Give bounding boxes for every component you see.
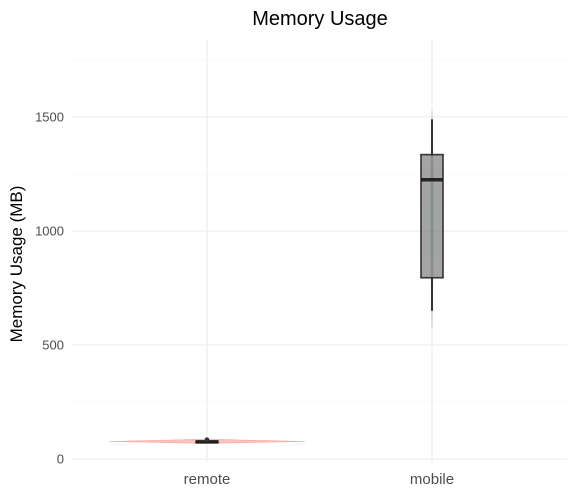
- boxplot-layer: [195, 119, 444, 444]
- grid-lines: [72, 40, 567, 462]
- y-tick-label: 1000: [35, 224, 64, 239]
- violin-layer: [108, 110, 434, 444]
- chart-title: Memory Usage: [252, 8, 388, 30]
- y-axis-title: Memory Usage (MB): [7, 186, 26, 343]
- x-axis-ticks: remote mobile: [184, 471, 454, 488]
- x-tick-label: mobile: [410, 471, 454, 488]
- box-mobile: [420, 153, 444, 279]
- y-axis-ticks: 0 500 1000 1500: [35, 110, 64, 467]
- y-tick-label: 0: [57, 452, 64, 467]
- outlier-point-remote: [204, 437, 210, 442]
- x-tick-label: remote: [184, 471, 231, 488]
- y-tick-label: 500: [42, 338, 64, 353]
- y-tick-label: 1500: [35, 110, 64, 125]
